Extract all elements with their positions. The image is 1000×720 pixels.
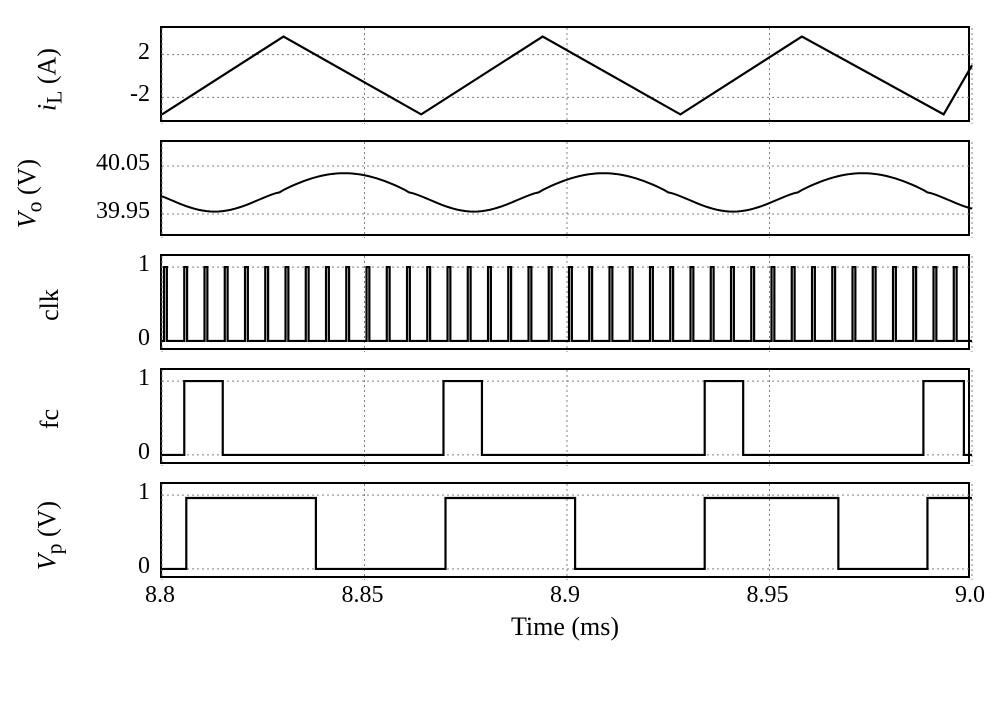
panel-svg-fc xyxy=(162,370,972,466)
panel-svg-Vp xyxy=(162,484,972,580)
signal-fc xyxy=(162,381,972,455)
waveform-figure: -22iL (A)39.9540.05Vo (V)01clk01fc01Vp (… xyxy=(20,20,980,700)
panel-Vp xyxy=(160,482,970,578)
xtick-0: 8.8 xyxy=(120,582,200,609)
ylabel-fc: fc xyxy=(35,359,65,479)
panel-svg-clk xyxy=(162,256,972,352)
xtick-2: 8.9 xyxy=(525,582,605,609)
xtick-1: 8.85 xyxy=(323,582,403,609)
panel-clk xyxy=(160,254,970,350)
signal-Vp xyxy=(162,498,972,569)
panel-fc xyxy=(160,368,970,464)
xtick-3: 8.95 xyxy=(728,582,808,609)
panel-Vo xyxy=(160,140,970,236)
xlabel: Time (ms) xyxy=(485,612,645,642)
signal-clk xyxy=(162,267,972,341)
panel-iL xyxy=(160,26,970,122)
panel-svg-Vo xyxy=(162,142,972,238)
panel-svg-iL xyxy=(162,28,972,124)
xtick-4: 9.0 xyxy=(930,582,1000,609)
ylabel-Vo: Vo (V) xyxy=(12,134,47,254)
ylabel-iL: iL (A) xyxy=(32,20,67,140)
ylabel-clk: clk xyxy=(35,245,65,365)
ylabel-Vp: Vp (V) xyxy=(32,476,67,596)
